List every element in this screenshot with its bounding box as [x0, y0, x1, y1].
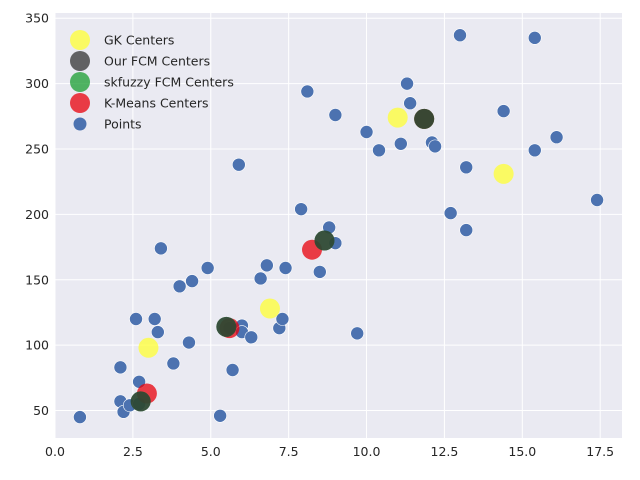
series-gk-centers [138, 107, 514, 358]
y-tick-label: 200 [25, 207, 49, 222]
center-marker [130, 391, 151, 412]
data-points [73, 28, 604, 424]
legend-label: GK Centers [104, 33, 174, 48]
center-marker [314, 230, 335, 251]
x-tick-label: 0.0 [45, 444, 65, 459]
center-marker [387, 107, 408, 128]
data-point [147, 312, 162, 326]
data-point [185, 274, 199, 288]
data-point [496, 104, 511, 118]
data-point [182, 335, 196, 350]
legend-marker [70, 72, 90, 92]
data-point [154, 241, 168, 256]
data-point [260, 258, 274, 273]
data-point [394, 136, 408, 151]
center-marker [414, 108, 435, 129]
legend-label: Points [104, 117, 142, 132]
data-point [253, 271, 268, 286]
legend-label: Our FCM Centers [104, 54, 210, 69]
data-point [459, 160, 474, 175]
center-marker [259, 298, 280, 319]
data-point [372, 143, 386, 158]
x-tick-label: 12.5 [431, 444, 459, 459]
legend-marker [73, 117, 87, 131]
legend-label: skfuzzy FCM Centers [104, 75, 234, 90]
data-point [200, 261, 215, 275]
data-point [527, 143, 542, 158]
x-tick-label: 17.5 [586, 444, 614, 459]
data-point [590, 193, 604, 207]
x-axis-tick-labels: 0.0 2.5 5.0 7.5 10.0 12.5 15.0 17.5 [45, 444, 614, 459]
data-point [225, 363, 240, 377]
y-axis-tick-labels: 50 100 150 200 250 300 350 [25, 11, 49, 418]
series-points [73, 28, 604, 424]
data-point [275, 312, 290, 326]
x-tick-label: 15.0 [508, 444, 536, 459]
data-point [459, 223, 474, 237]
y-tick-label: 50 [33, 403, 49, 418]
x-tick-label: 7.5 [279, 444, 299, 459]
x-tick-label: 5.0 [201, 444, 221, 459]
data-point [113, 360, 128, 375]
data-point [527, 31, 542, 45]
legend-item: K-Means Centers [70, 93, 209, 113]
center-marker [216, 316, 237, 337]
legend-label: K-Means Centers [104, 96, 209, 111]
legend-item: skfuzzy FCM Centers [70, 72, 234, 92]
data-point [400, 76, 414, 91]
data-point [313, 265, 327, 279]
center-marker [493, 163, 514, 184]
series-our-fcm-centers [130, 108, 435, 412]
data-point [350, 326, 364, 341]
data-point [294, 202, 308, 216]
legend-marker [70, 51, 90, 71]
y-tick-label: 150 [25, 272, 49, 287]
center-marker [138, 337, 159, 358]
data-point [549, 130, 564, 145]
data-point [328, 108, 343, 122]
legend-item: Points [73, 117, 142, 132]
y-tick-label: 100 [25, 338, 49, 353]
data-point [403, 96, 417, 111]
data-point [300, 84, 315, 99]
legend-marker [70, 93, 90, 113]
data-point [244, 330, 259, 345]
data-point [359, 125, 374, 139]
y-tick-label: 250 [25, 142, 49, 157]
data-point [232, 157, 246, 172]
data-point [213, 408, 227, 423]
data-point [453, 28, 467, 43]
data-point [443, 206, 458, 220]
grid-lines [54, 13, 622, 438]
data-point [73, 410, 87, 424]
data-point [172, 279, 187, 294]
data-point [278, 261, 293, 275]
legend: GK Centers Our FCM Centers skfuzzy FCM Cen… [70, 30, 234, 132]
data-point [151, 325, 165, 339]
legend-item: Our FCM Centers [70, 51, 210, 71]
data-point [129, 312, 143, 326]
y-tick-label: 350 [25, 11, 49, 26]
legend-item: GK Centers [70, 30, 174, 50]
data-point [166, 356, 181, 371]
data-point [428, 139, 442, 154]
x-tick-label: 2.5 [123, 444, 143, 459]
y-tick-label: 300 [25, 76, 49, 91]
x-tick-label: 10.0 [353, 444, 381, 459]
legend-marker [70, 30, 90, 50]
